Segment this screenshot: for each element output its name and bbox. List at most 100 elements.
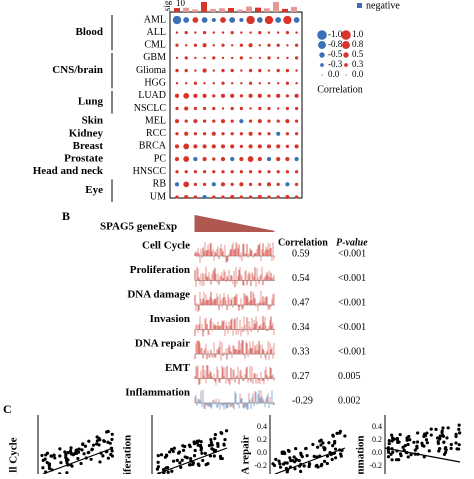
axis-label: A repair	[240, 435, 252, 474]
scatter-dot	[304, 447, 308, 451]
correlation-dot	[239, 56, 244, 60]
scatter-dot	[58, 454, 62, 458]
correlation-dot	[183, 92, 190, 99]
correlation-dot	[249, 31, 252, 34]
correlation-dot	[175, 81, 179, 85]
row-label: MEL	[145, 115, 166, 126]
scatter-dot	[409, 452, 413, 457]
correlation-dot	[211, 144, 216, 149]
correlation-dot	[267, 195, 271, 199]
scatter-dot	[278, 465, 283, 469]
scatter-dot	[95, 439, 99, 443]
legend-label: -0.8	[328, 39, 343, 49]
scatter-dot	[343, 434, 347, 438]
scatter-dot	[420, 441, 424, 445]
correlation-dot	[256, 17, 263, 23]
p-value: <0.001	[338, 297, 366, 308]
scatter-dot	[222, 443, 226, 447]
scatter-dot	[441, 433, 445, 438]
scatter-dot	[438, 446, 442, 451]
scatter-dot	[319, 443, 323, 447]
row-label: RB	[153, 179, 167, 190]
scatter-dot	[415, 440, 420, 444]
correlation-dot	[247, 156, 254, 162]
scatter-dot	[387, 439, 391, 443]
correlation-dot	[295, 31, 298, 34]
scatter-dot	[156, 465, 161, 469]
scatter-dot	[97, 443, 101, 447]
top-bar	[201, 2, 207, 12]
correlation-dot	[184, 56, 188, 60]
correlation-dot	[258, 44, 262, 47]
correlation-dot	[249, 56, 252, 60]
scatter-dot	[294, 457, 298, 461]
correlation-dot	[221, 68, 225, 73]
scatter-dot	[180, 458, 184, 462]
scatter-dot	[98, 460, 102, 464]
header-p-value: P-value	[336, 237, 368, 248]
correlation-dot	[202, 93, 207, 98]
correlation-dot	[230, 31, 234, 35]
correlation-dot	[220, 17, 226, 23]
scatter-dot	[412, 440, 416, 444]
correlation-dot	[183, 143, 190, 150]
correlation-dot	[294, 195, 299, 199]
legend-label: 1.0	[352, 29, 364, 39]
correlation-dot	[285, 132, 290, 136]
correlation-dot	[212, 31, 216, 34]
legend-dot	[319, 52, 325, 58]
axis-label: ll Cycle	[8, 437, 20, 472]
correlation-dot	[229, 17, 236, 23]
correlation-dot	[175, 31, 179, 34]
scatter-dot	[219, 431, 223, 435]
top-bar	[174, 8, 180, 12]
scatter-dot	[436, 441, 441, 445]
scatter-dot	[442, 452, 447, 456]
scatter-dot	[224, 429, 229, 433]
scatter-dot	[191, 461, 195, 465]
scatter-dot	[325, 461, 329, 466]
correlation-dot	[294, 170, 299, 174]
row-label: HGG	[144, 78, 166, 89]
scatter-dot	[178, 461, 182, 465]
correlation-dot	[239, 106, 244, 111]
scatter-dot	[442, 440, 446, 444]
correlation-dot	[248, 144, 253, 149]
scatter-dot	[282, 450, 286, 454]
correlation-dot	[230, 68, 234, 73]
scatter-dot	[181, 448, 186, 452]
scatter-dot	[179, 465, 183, 469]
correlation-dot	[267, 106, 271, 111]
scatter-dot	[330, 457, 334, 462]
scatter-dot	[155, 467, 160, 471]
correlation-dot	[212, 106, 216, 111]
p-value: <0.001	[338, 248, 366, 259]
correlation-dot	[248, 93, 253, 98]
scatter-dot	[423, 434, 428, 438]
scatter-dot	[294, 447, 298, 451]
correlation-dot	[276, 170, 280, 174]
correlation-dot	[248, 182, 253, 186]
dot-frame	[169, 11, 303, 199]
correlation-dot	[202, 119, 207, 123]
scatter-dot	[206, 462, 210, 466]
scatter-dot	[331, 444, 335, 448]
scatter-dot	[427, 449, 431, 453]
row-label: RCC	[146, 128, 166, 139]
scatter-dot	[101, 454, 105, 458]
correlation-dot	[239, 195, 244, 199]
scatter-dot	[321, 441, 325, 445]
top-bar	[282, 8, 288, 12]
scatter-dot	[73, 451, 77, 455]
correlation-dot	[239, 170, 244, 174]
top-bar	[237, 9, 243, 12]
correlation-dot	[175, 195, 179, 199]
correlation-dot	[230, 81, 234, 85]
scatter-dot	[110, 454, 115, 458]
group-label: Breast	[73, 140, 104, 152]
scatter-dot	[196, 462, 200, 466]
scatter-dot	[322, 459, 327, 463]
scatter-dot	[216, 441, 220, 446]
correlation-dot	[258, 132, 262, 136]
correlation-value: 0.54	[292, 273, 310, 284]
